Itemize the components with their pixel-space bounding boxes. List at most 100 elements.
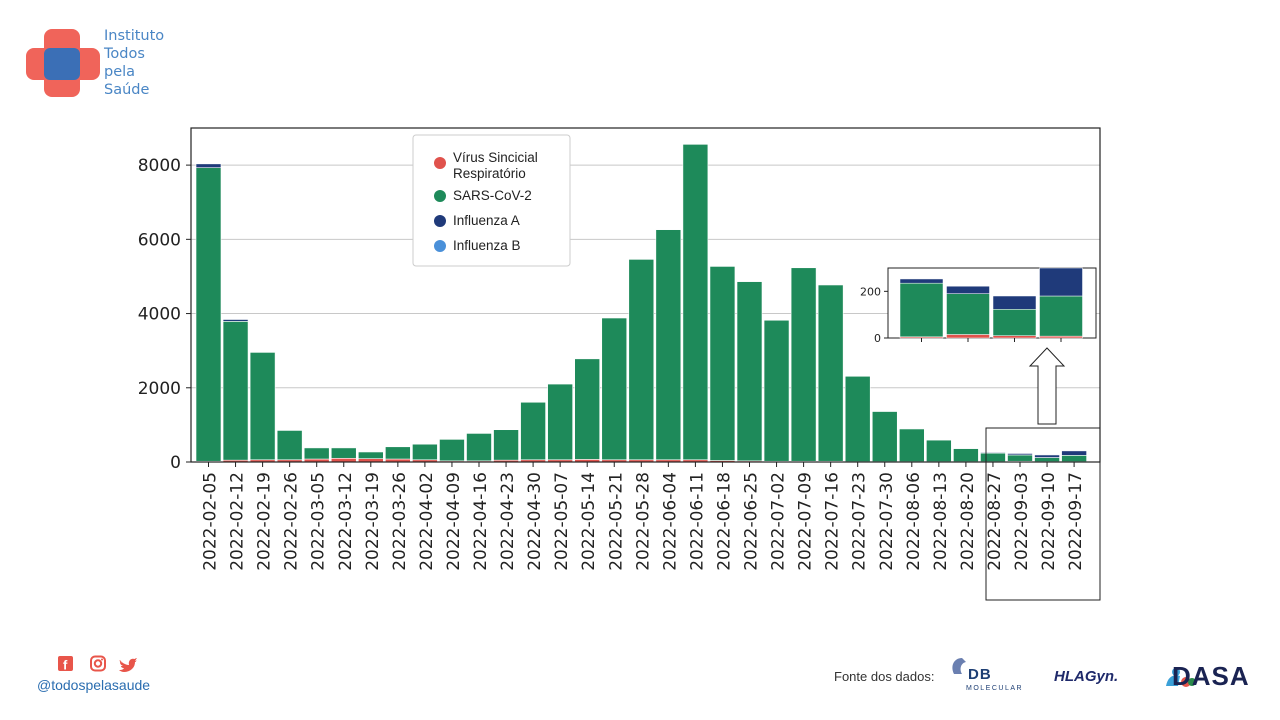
bar-segment xyxy=(466,433,492,462)
x-tick-label: 2022-02-12 xyxy=(228,472,248,571)
logo-wordmark: Instituto Todos pela Saúde xyxy=(104,27,164,99)
bar-segment xyxy=(790,266,817,269)
bar-segment xyxy=(709,266,736,461)
inset-chart: 0 200 xyxy=(860,267,1097,345)
inset-bar-segment xyxy=(946,285,990,294)
inset-y-tick-label: 200 xyxy=(860,285,881,298)
x-tick-label: 2022-07-16 xyxy=(823,472,843,571)
bar-segment xyxy=(357,451,384,459)
x-tick-label: 2022-04-16 xyxy=(471,472,491,571)
bar-segment xyxy=(439,439,465,462)
bar-segment xyxy=(1007,454,1033,462)
y-tick-label: 4000 xyxy=(138,305,181,325)
legend-marker-rsv xyxy=(434,157,446,169)
x-tick-label: 2022-06-25 xyxy=(742,472,762,571)
legend-label-sars: SARS-CoV-2 xyxy=(453,188,532,203)
bar-segment xyxy=(1061,455,1087,462)
instituto-logo xyxy=(26,29,100,97)
bar-segment xyxy=(493,429,519,461)
data-source-label: Fonte dos dados: xyxy=(834,669,935,684)
x-tick-label: 2022-02-05 xyxy=(201,472,221,571)
instagram-icon[interactable] xyxy=(90,655,106,672)
bar-segment xyxy=(412,443,438,461)
x-tick-label: 2022-09-17 xyxy=(1066,472,1086,571)
x-tick-label: 2022-07-09 xyxy=(796,472,816,571)
x-tick-label: 2022-07-30 xyxy=(877,472,897,571)
x-tick-label: 2022-08-13 xyxy=(931,472,951,571)
social-icons: f xyxy=(58,655,137,673)
x-tick-label: 2022-08-20 xyxy=(958,472,978,571)
source-logos xyxy=(952,658,1196,687)
bar-segment xyxy=(249,351,276,353)
x-tick-label: 2022-04-23 xyxy=(498,472,518,571)
legend-marker-flub xyxy=(434,240,446,252)
facebook-icon[interactable]: f xyxy=(58,656,73,673)
bar-segment xyxy=(330,447,357,459)
chart-legend: Vírus Sincicial Respiratório SARS-CoV-2 … xyxy=(412,134,571,267)
x-tick-label: 2022-08-27 xyxy=(985,472,1005,571)
x-tick-label: 2022-05-07 xyxy=(552,472,572,571)
inset-bar-segment xyxy=(946,293,990,335)
y-tick-label: 8000 xyxy=(138,156,181,176)
bar-segment xyxy=(601,317,628,461)
bar-segment xyxy=(926,439,952,462)
inset-bar-segment xyxy=(992,309,1037,336)
inset-bar-segment xyxy=(899,282,944,338)
y-tick-label: 6000 xyxy=(138,230,181,250)
x-tick-label: 2022-04-30 xyxy=(525,472,545,571)
legend-marker-flua xyxy=(434,215,446,227)
bar-segment xyxy=(222,319,249,322)
db-molecular-logo: DB xyxy=(968,666,992,683)
inset-y-tick-label: 0 xyxy=(874,332,881,345)
bar-segment xyxy=(195,163,222,169)
inset-bar-segment xyxy=(1039,335,1083,339)
logo-line-3: pela xyxy=(104,64,136,80)
bar-segment xyxy=(628,259,655,461)
legend-label-rsv-2: Respiratório xyxy=(453,166,526,181)
x-tick-label: 2022-03-05 xyxy=(309,472,329,571)
svg-text:f: f xyxy=(63,658,68,673)
legend-marker-sars xyxy=(434,190,446,202)
x-tick-label: 2022-03-26 xyxy=(390,472,410,571)
bar-segment xyxy=(871,411,898,462)
db-molecular-logo-icon xyxy=(952,658,966,674)
bar-segment xyxy=(1034,457,1060,462)
bar-segment xyxy=(574,358,601,460)
bar-segment xyxy=(222,321,249,461)
inset-bar-segment xyxy=(1039,267,1083,297)
bar-segment xyxy=(520,401,546,461)
bar-segment xyxy=(195,162,222,165)
bar-segment xyxy=(953,448,979,462)
x-tick-label: 2022-03-12 xyxy=(336,472,356,571)
x-tick-label: 2022-09-10 xyxy=(1039,472,1059,571)
up-arrow-icon xyxy=(1028,347,1066,425)
logo-line-1: Instituto xyxy=(104,28,165,44)
legend-label-flua: Influenza A xyxy=(453,213,520,228)
plot-frame xyxy=(190,127,1101,463)
bar-segment xyxy=(385,446,411,460)
x-tick-label: 2022-02-26 xyxy=(282,472,302,571)
bar-segment xyxy=(736,281,763,462)
x-tick-label: 2022-05-28 xyxy=(633,472,653,571)
hlagyn-logo: HLAGyn. xyxy=(1054,668,1119,685)
inset-bar-segment xyxy=(1039,295,1083,337)
bar-segment xyxy=(898,428,925,462)
bar-segment xyxy=(1034,454,1060,458)
x-tick-label: 2022-03-19 xyxy=(363,472,383,571)
logo-line-2: Todos xyxy=(104,46,145,62)
x-tick-label: 2022-05-21 xyxy=(606,472,626,571)
bar-segment xyxy=(980,452,1006,454)
hlagyn-logo-icon xyxy=(1166,668,1196,687)
x-tick-label: 2022-08-06 xyxy=(904,472,924,571)
twitter-icon[interactable] xyxy=(119,658,137,672)
social-handle[interactable]: @todospelasaude xyxy=(37,677,151,693)
bar-segment xyxy=(790,267,817,462)
x-tick-label: 2022-07-02 xyxy=(769,472,789,571)
bar-segment xyxy=(276,430,303,461)
inset-bar-segment xyxy=(992,335,1037,339)
bar-segment xyxy=(1007,453,1033,456)
inset-bar-segment xyxy=(946,334,990,339)
legend-label-rsv-1: Vírus Sincicial xyxy=(453,150,538,165)
bar-segment xyxy=(249,351,276,461)
